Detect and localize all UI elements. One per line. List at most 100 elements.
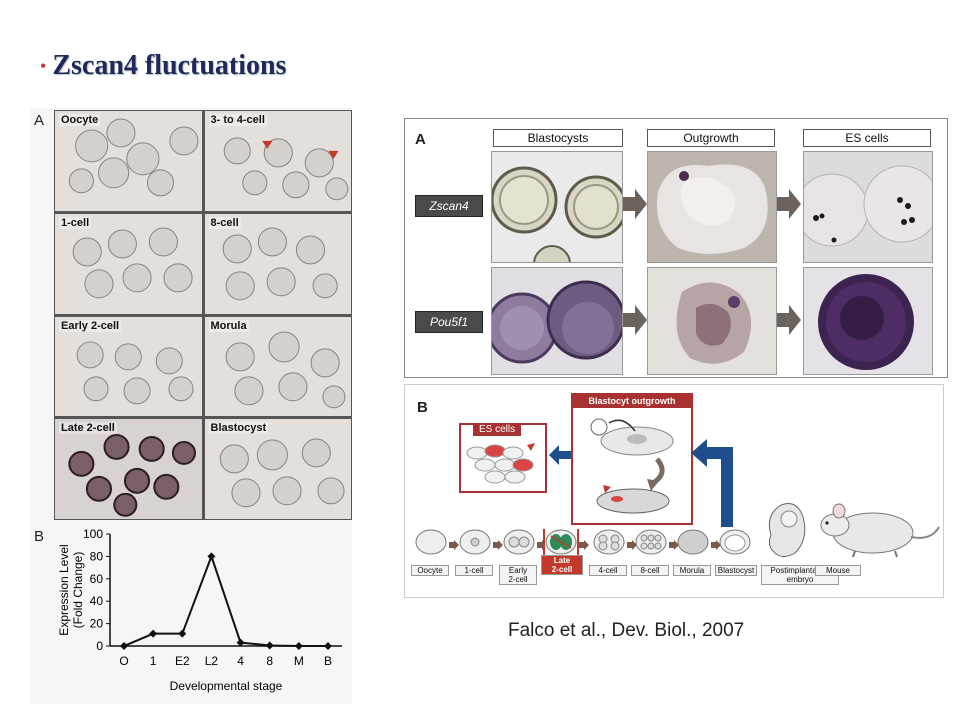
data-point (265, 641, 274, 650)
embryo-cell (98, 157, 130, 189)
arrow-right-icon (623, 305, 647, 335)
title-bullet: • (40, 55, 47, 76)
y-tick-label: 0 (96, 639, 103, 653)
embryo-cell (310, 347, 340, 377)
embryo-cell (266, 267, 296, 297)
es-cells-label: ES cells (473, 423, 522, 436)
arrow-right-icon (777, 189, 801, 219)
embryo-micrograph (68, 118, 199, 197)
embryo-cell (169, 126, 199, 156)
mouse-icon (820, 503, 940, 558)
citation: Falco et al., Dev. Biol., 2007 (508, 620, 745, 641)
stage-label: Early 2-cell (59, 319, 122, 332)
embryo-stage-grid: Oocyte 3- to 4-cell 1-cell 8-cell Early 2-ce… (54, 110, 352, 520)
embryo-cell (312, 273, 338, 299)
stage-image-early-2-cell: Early 2-cell (55, 316, 202, 417)
es-cells-box: ES cells (459, 423, 547, 493)
embryo-cell (301, 438, 331, 468)
embryo-cell (219, 444, 249, 474)
x-tick-label: L2 (205, 654, 219, 668)
es-cells-cluster-icon (466, 443, 535, 484)
embryo-cell (241, 170, 267, 196)
stage-cell-icon (543, 524, 579, 572)
arrow-right-icon (579, 537, 589, 555)
stage-label: 1-cell (59, 216, 92, 229)
data-point (236, 638, 245, 647)
zscan4-blastocysts-image (491, 151, 623, 263)
stage-label: Mouse (815, 565, 861, 576)
stage-label: Blastocyst (715, 565, 757, 576)
arrow-right-icon (777, 305, 801, 335)
embryo-micrograph (222, 227, 338, 301)
zscan4-es-cells-image (803, 151, 933, 263)
stage-label: 8-cell (208, 216, 241, 229)
x-tick-label: 4 (237, 654, 244, 668)
x-tick-label: 1 (150, 654, 157, 668)
data-point (178, 629, 187, 638)
stage-image-oocyte: Oocyte (55, 111, 202, 211)
embryo-cell (163, 263, 193, 293)
embryo-cell (146, 169, 175, 197)
stage-image-3-to-4-cell: 3- to 4-cell (204, 111, 351, 211)
embryo-micrograph (219, 438, 345, 508)
embryo-micrograph (72, 227, 193, 299)
data-point (324, 642, 332, 650)
y-tick-label: 80 (90, 549, 104, 563)
embryo-cell (155, 346, 183, 374)
stage-cell-icon (501, 529, 537, 555)
data-point (149, 629, 158, 638)
embryo-micrograph (225, 330, 345, 408)
arrow-right-icon (493, 537, 503, 555)
stage-label: 4-cell (589, 565, 627, 576)
stage-cell-icon (591, 529, 627, 555)
stage-label: Late 2-cell (59, 422, 117, 435)
embryo-cell (168, 375, 194, 401)
stage-label: Blastocyst (208, 422, 269, 435)
embryo-micrograph (68, 434, 196, 518)
arrow-right-icon (623, 189, 647, 219)
row-label-zscan4: Zscan4 (415, 195, 483, 217)
outgrowth-dish-icon (590, 418, 674, 514)
title-text: Zscan4 fluctuations (52, 50, 287, 81)
stage-label: Late 2-cell (541, 555, 583, 575)
zscan4-outgrowth-image (647, 151, 777, 263)
stage-label: Early 2-cell (499, 565, 537, 585)
embryo-cell (171, 441, 196, 466)
embryo-cell (304, 148, 334, 178)
y-tick-label: 20 (90, 617, 104, 631)
embryo-cell (122, 263, 152, 293)
y-tick-label: 60 (90, 572, 104, 586)
embryo-cell (153, 474, 180, 501)
embryo-cell (257, 227, 287, 257)
embryo-cell (225, 341, 255, 371)
stage-image-morula: Morula (204, 316, 351, 417)
embryo-cell (68, 451, 95, 478)
embryo-cell (256, 439, 288, 471)
x-tick-label: 8 (266, 654, 273, 668)
col-header-blastocysts: Blastocysts (493, 129, 623, 147)
blue-arrow-left-icon (549, 445, 573, 465)
embryo-cell (68, 168, 94, 194)
figure-a-insitu: A Blastocysts Outgrowth ES cells Zscan4 … (404, 118, 948, 378)
stage-cell-icon (457, 529, 493, 555)
embryo-cell (233, 375, 263, 405)
embryo-cell (75, 129, 109, 163)
embryo-cell (107, 229, 137, 259)
embryo-cell (103, 434, 130, 461)
red-arrowhead-icon (261, 140, 272, 149)
x-tick-label: B (324, 654, 332, 668)
embryo-micrograph (76, 340, 194, 404)
outgrowth-label: Blastocyt outgrowth (573, 395, 691, 408)
embryo-cell (148, 227, 178, 257)
slide-title: • Zscan4 fluctuations (40, 46, 286, 86)
embryo-cell (123, 376, 151, 404)
embryo-icon (768, 503, 806, 557)
x-tick-label: O (119, 654, 128, 668)
embryo-cell (126, 142, 160, 176)
x-axis-label: Developmental stage (170, 679, 283, 693)
stage-cell-icon (717, 529, 753, 555)
stage-label: Oocyte (411, 565, 449, 576)
pou5f1-es-cells-image (803, 267, 933, 375)
embryo-cell (230, 478, 261, 508)
embryo-cell (281, 171, 309, 199)
